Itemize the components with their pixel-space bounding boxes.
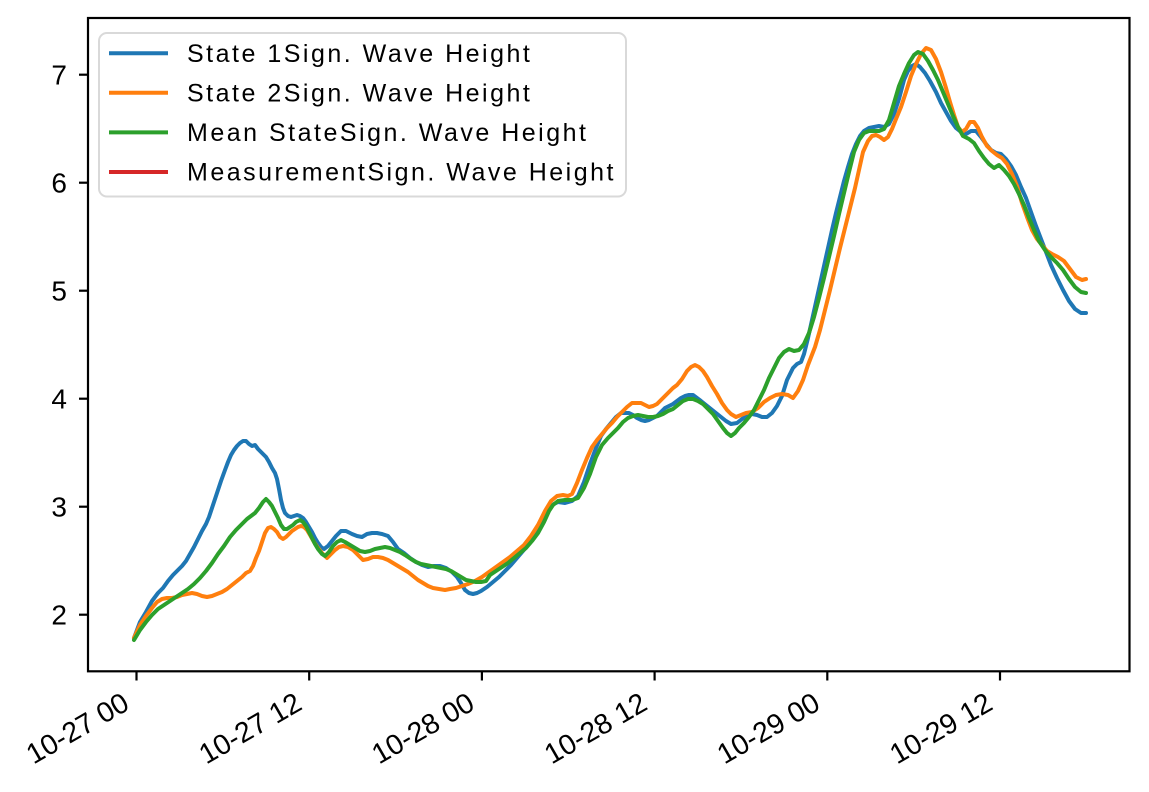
svg-text:3: 3 (51, 492, 67, 523)
svg-text:6: 6 (51, 168, 67, 199)
svg-text:MeasurementSign. Wave Height: MeasurementSign. Wave Height (187, 159, 616, 187)
svg-text:State 2Sign. Wave Height: State 2Sign. Wave Height (187, 80, 532, 108)
svg-text:5: 5 (51, 276, 67, 307)
svg-text:7: 7 (51, 60, 67, 91)
svg-text:State 1Sign. Wave Height: State 1Sign. Wave Height (187, 40, 532, 68)
svg-text:2: 2 (51, 600, 67, 631)
svg-text:4: 4 (51, 384, 67, 415)
svg-text:Mean StateSign. Wave Height: Mean StateSign. Wave Height (187, 119, 588, 147)
